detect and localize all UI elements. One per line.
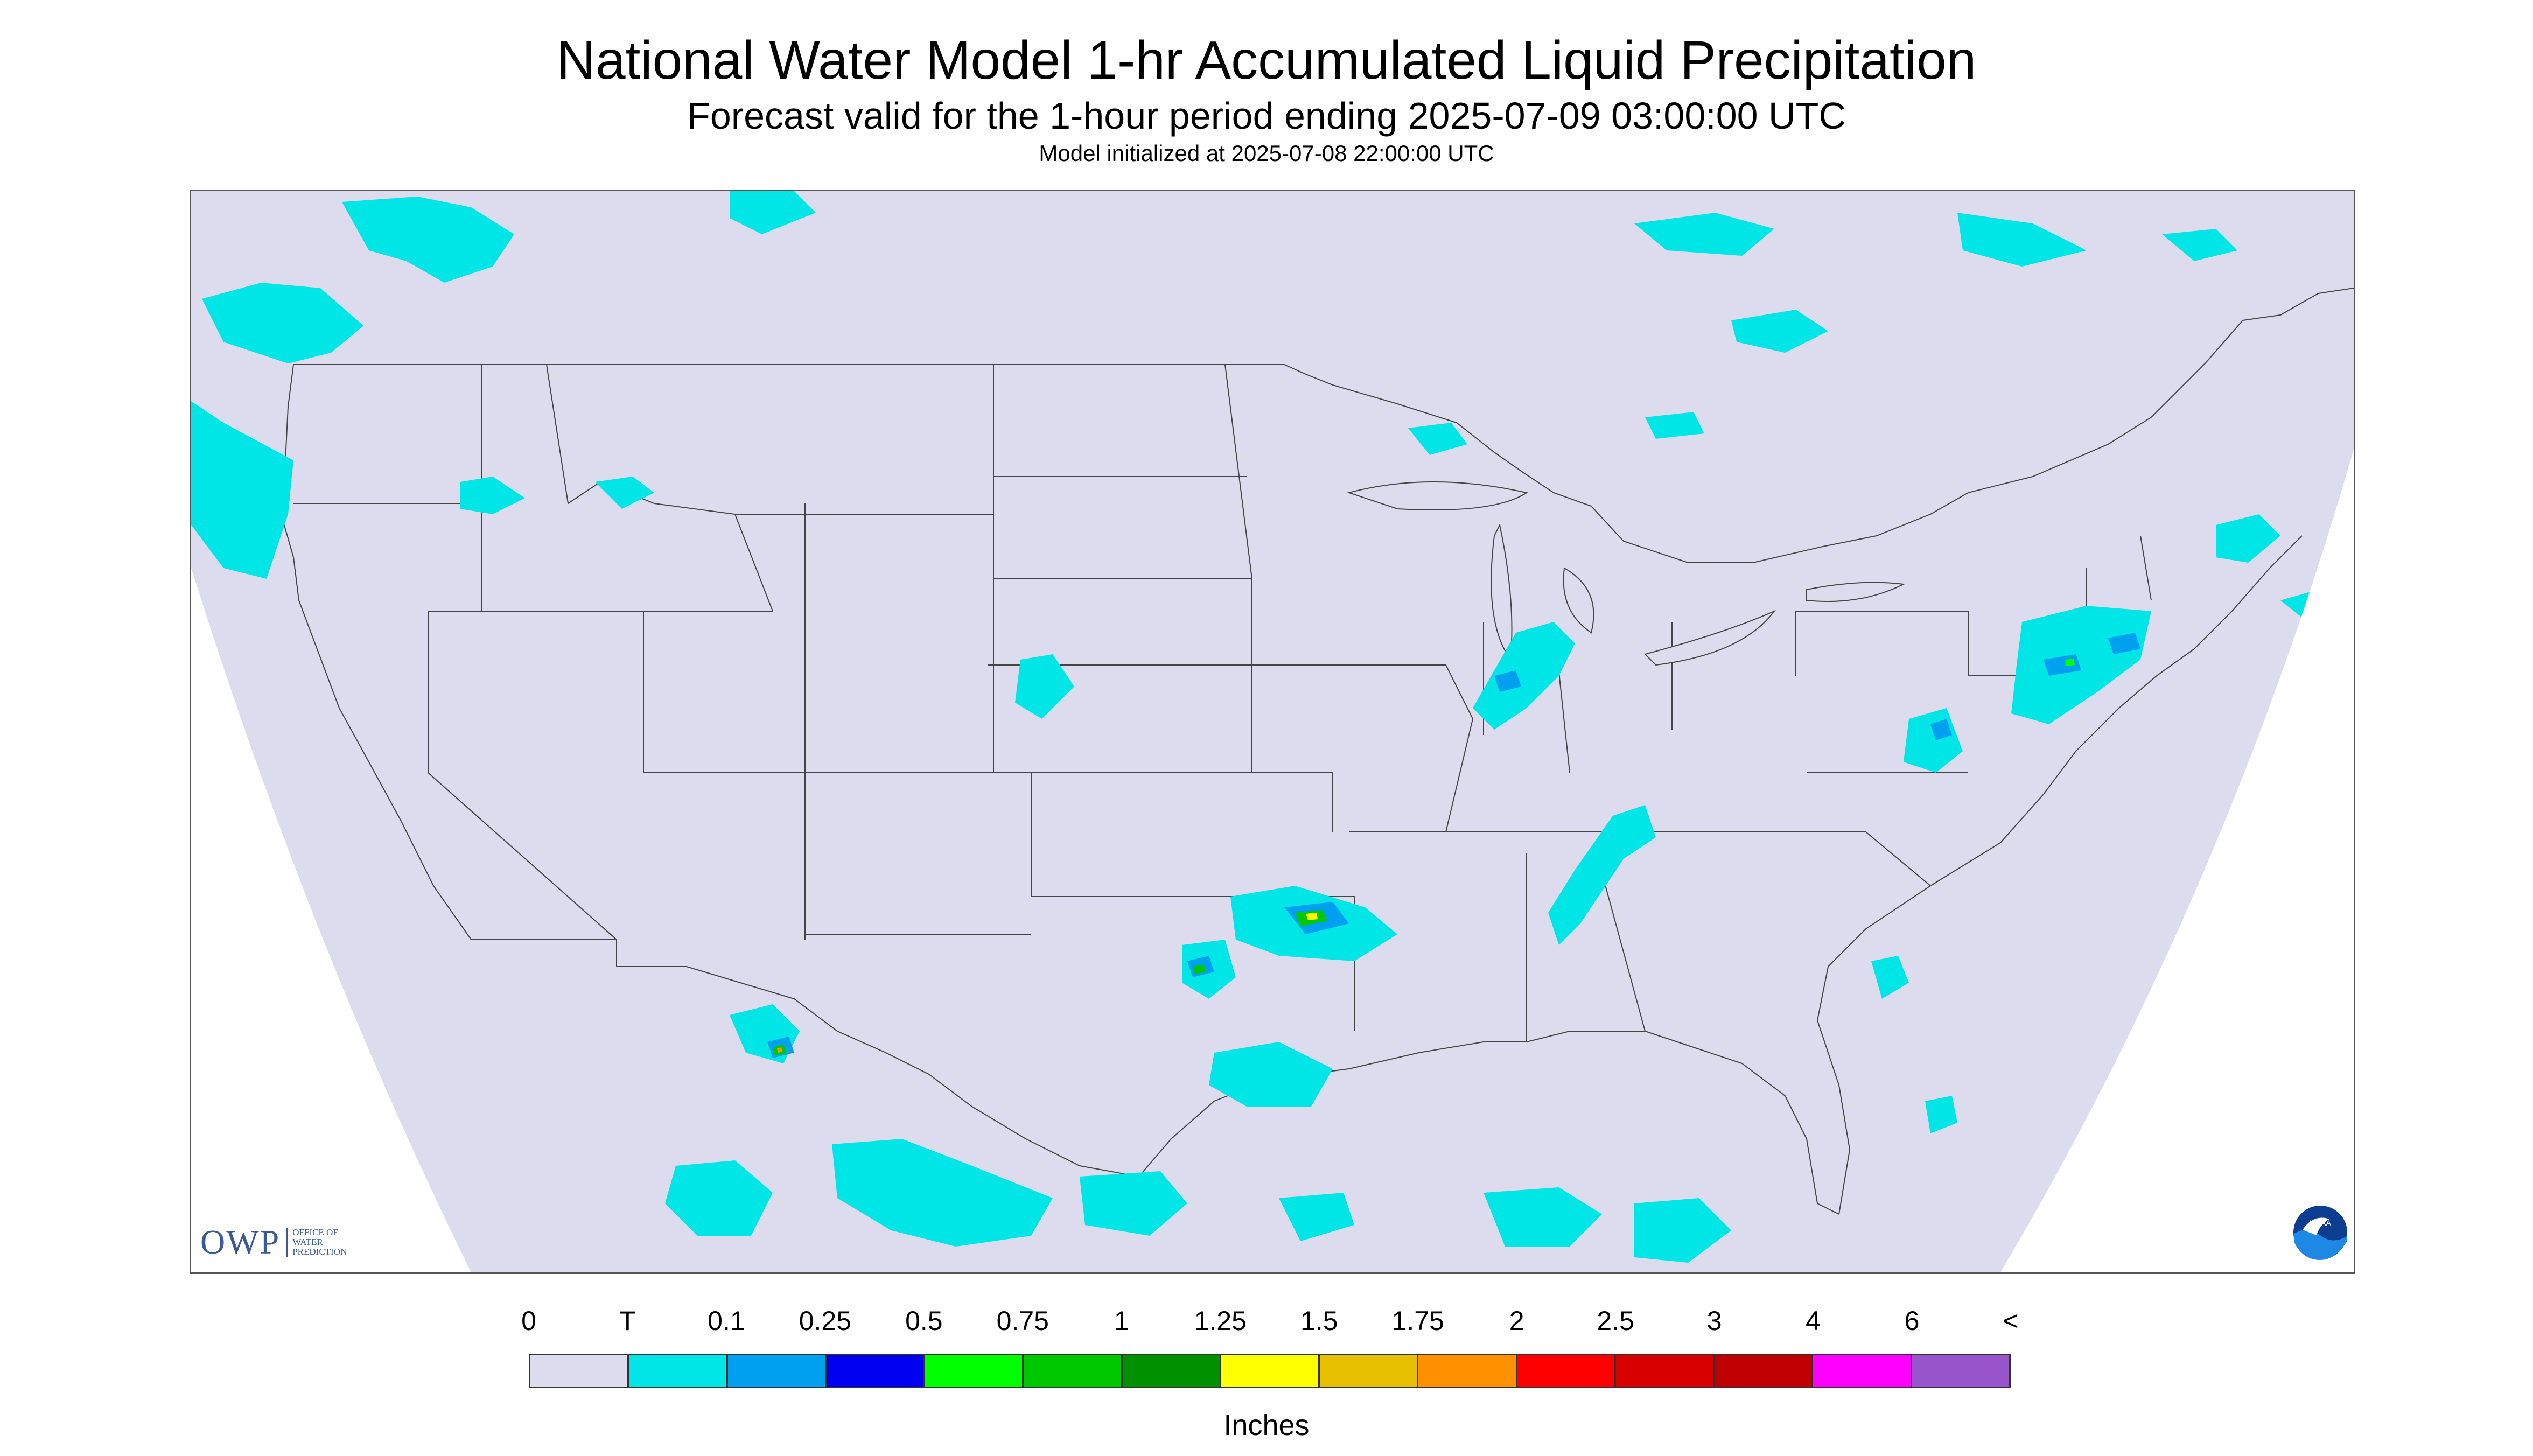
owp-logo-subtext: OFFICE OF WATER PREDICTION [286,1228,347,1257]
great-lakes [1347,481,1906,666]
legend-tick-label: 0.5 [905,1306,943,1336]
model-init-note: Model initialized at 2025-07-08 22:00:00… [1039,141,1494,166]
legend-tick-label: 4 [1806,1306,1821,1336]
legend-labels: 0 T 0.1 0.25 0.5 0.75 1 1.25 1.5 1.75 2 2.5 3 4 6 < [521,1306,2019,1340]
legend-tick-label: 1.25 [1194,1306,1247,1336]
legend-tick-label: 6 [1904,1306,1920,1336]
legend-swatch [1320,1355,1419,1387]
legend-tick-label: 1 [1114,1306,1129,1336]
legend-tick-label: 0.1 [708,1306,745,1336]
legend-swatch [1912,1355,2009,1387]
legend-swatch [1517,1355,1616,1387]
legend-tick-label: 1.75 [1391,1306,1444,1336]
projection-mask-right [2000,450,2354,1272]
page-title: National Water Model 1-hr Accumulated Li… [556,30,1977,90]
owp-logo-text: OWP [200,1223,281,1261]
legend-swatch [1813,1355,1912,1387]
legend-tick-label: 3 [1706,1306,1722,1336]
noaa-logo-text: NOAA [2310,1219,2331,1227]
legend-tick-label: < [2003,1306,2019,1336]
legend-tick-label: T [619,1306,636,1336]
precip-heavy-cells [773,659,2075,1056]
legend-swatch [1715,1355,1814,1387]
legend-colorbar [529,1354,2011,1388]
legend-tick-label: 2.5 [1597,1306,1634,1336]
forecast-valid-subtitle: Forecast valid for the 1-hour period end… [687,95,1846,137]
legend-tick-label: 0 [521,1306,536,1336]
owp-logo: OWP OFFICE OF WATER PREDICTION [200,1222,347,1262]
precip-map [191,191,2354,1272]
legend-tick-label: 1.5 [1300,1306,1338,1336]
projection-domain [191,191,2354,1272]
legend-swatch [727,1355,827,1387]
legend-tick-label: 0.25 [799,1306,852,1336]
noaa-logo: NOAA [2292,1205,2348,1261]
legend-swatch [1221,1355,1320,1387]
legend-swatch [1418,1355,1517,1387]
legend-swatch [925,1355,1024,1387]
legend-swatch [1122,1355,1221,1387]
legend-swatch [629,1355,728,1387]
legend-tick-label: 0.75 [996,1306,1049,1336]
legend-tick-label: 2 [1509,1306,1524,1336]
legend-swatch [1615,1355,1715,1387]
projection-mask-left [191,568,471,1272]
legend-unit-label: Inches [1223,1409,1310,1441]
legend-swatch [1024,1355,1123,1387]
map-panel [190,190,2355,1274]
legend-swatch [826,1355,926,1387]
legend-swatch [530,1355,629,1387]
